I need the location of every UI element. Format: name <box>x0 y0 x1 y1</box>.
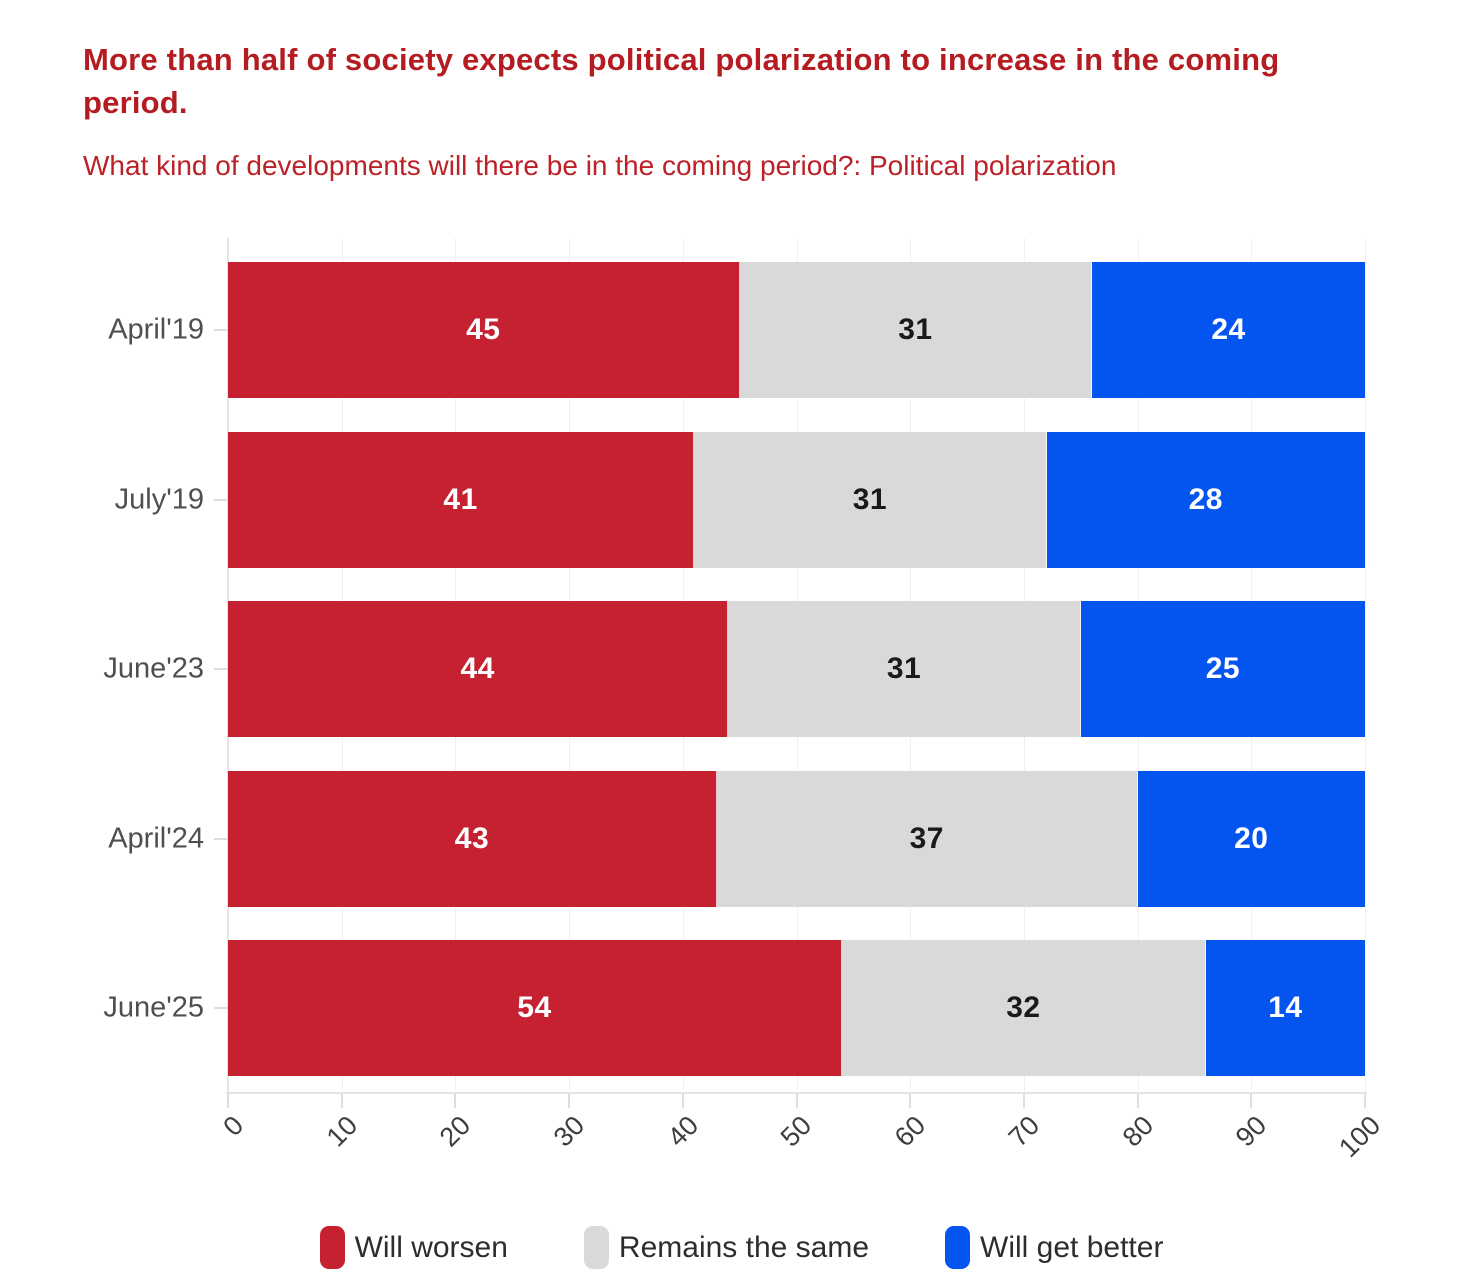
bar-row-june-25: 54 32 14 <box>228 940 1365 1076</box>
bar-segment-will-worsen: 44 <box>228 601 729 737</box>
bar-value-label: 28 <box>1188 483 1223 516</box>
bar-value-label: 45 <box>466 313 501 346</box>
gridline <box>1365 238 1366 1092</box>
legend-label: Will worsen <box>354 1230 508 1264</box>
legend-item-will-get-better: Will get better <box>945 1226 1163 1269</box>
x-tick-label: 10 <box>320 1110 363 1153</box>
bar-segment-remains-the-same: 31 <box>739 262 1093 398</box>
category-label-april-19: April'19 <box>108 313 204 346</box>
x-tick <box>1364 1094 1366 1108</box>
x-tick-label: 20 <box>434 1110 477 1153</box>
bar-segment-remains-the-same: 31 <box>728 601 1081 737</box>
x-tick <box>681 1094 684 1108</box>
bar-row-april-19: 45 31 24 <box>228 262 1365 398</box>
bar-segment-remains-the-same: 31 <box>694 432 1047 568</box>
legend-label: Remains the same <box>618 1230 870 1264</box>
bar-row-june-23: 44 31 25 <box>228 601 1365 737</box>
bar-value-label: 44 <box>460 652 495 685</box>
bar-row-april-24: 43 37 20 <box>228 771 1365 907</box>
y-tick <box>214 329 228 331</box>
bar-value-label: 41 <box>443 483 478 516</box>
bar-segment-remains-the-same: 37 <box>716 771 1138 907</box>
bar-segment-will-worsen: 41 <box>228 432 695 568</box>
category-label-july-19: July'19 <box>114 483 204 516</box>
bar-segment-will-get-better: 25 <box>1080 601 1365 737</box>
bar-value-label: 31 <box>852 483 888 516</box>
bar-row-july-19: 41 31 28 <box>228 432 1365 568</box>
x-tick-label: 90 <box>1230 1110 1273 1153</box>
y-tick <box>214 1007 228 1009</box>
x-axis-line <box>226 1092 1367 1094</box>
y-tick <box>214 499 228 501</box>
x-tick <box>568 1094 571 1108</box>
x-tick <box>340 1094 343 1108</box>
bar-value-label: 14 <box>1268 991 1303 1024</box>
category-label-june-23: June'23 <box>103 652 204 685</box>
x-tick-label: 0 <box>217 1110 250 1142</box>
bar-value-label: 54 <box>517 991 552 1024</box>
x-tick <box>909 1094 912 1108</box>
x-tick <box>1022 1094 1025 1108</box>
chart-subtitle: What kind of developments will there be … <box>83 150 1117 181</box>
legend-item-remains-the-same: Remains the same <box>583 1226 870 1269</box>
bar-segment-will-worsen: 54 <box>228 940 842 1076</box>
bar-segment-will-get-better: 20 <box>1137 771 1365 907</box>
bar-segment-will-get-better: 24 <box>1092 262 1365 398</box>
bar-segment-will-worsen: 43 <box>228 771 717 907</box>
bar-segment-remains-the-same: 32 <box>841 940 1206 1076</box>
legend-swatch-will-worsen <box>319 1226 345 1269</box>
bar-value-label: 24 <box>1211 313 1246 346</box>
bar-value-label: 43 <box>454 822 490 855</box>
bar-segment-will-get-better: 14 <box>1205 940 1365 1076</box>
x-tick-label: 80 <box>1116 1110 1159 1153</box>
x-tick-label: 100 <box>1333 1110 1387 1164</box>
x-tick <box>795 1094 798 1108</box>
bar-value-label: 20 <box>1234 822 1269 855</box>
x-tick <box>454 1094 457 1108</box>
y-tick <box>214 668 228 670</box>
chart-title: More than half of society expects politi… <box>83 42 1280 120</box>
x-tick <box>1250 1094 1253 1108</box>
category-label-june-25: June'25 <box>103 991 204 1024</box>
legend: Will worsen Remains the same Will get bett… <box>0 1226 1483 1269</box>
x-tick-label: 60 <box>888 1110 932 1153</box>
x-tick-label: 30 <box>547 1110 591 1153</box>
legend-swatch-remains-the-same <box>583 1226 609 1269</box>
bar-value-label: 31 <box>886 652 922 685</box>
legend-label: Will get better <box>980 1230 1164 1264</box>
y-tick <box>214 838 228 840</box>
x-tick-label: 50 <box>775 1110 818 1153</box>
legend-item-will-worsen: Will worsen <box>319 1226 508 1269</box>
bar-segment-will-worsen: 45 <box>228 262 740 398</box>
bar-value-label: 31 <box>898 313 933 346</box>
legend-swatch-will-get-better <box>945 1226 971 1269</box>
plot-area: 0 10 20 30 40 50 60 70 80 90 100 45 31 24 April'19 41 31… <box>103 238 1386 1163</box>
x-tick <box>227 1094 229 1108</box>
x-tick-label: 70 <box>1002 1110 1046 1153</box>
x-tick <box>1136 1094 1139 1108</box>
bar-segment-will-get-better: 28 <box>1046 432 1365 568</box>
bar-value-label: 37 <box>909 822 944 855</box>
bar-value-label: 25 <box>1205 652 1241 685</box>
x-tick-label: 40 <box>661 1110 705 1153</box>
category-label-april-24: April'24 <box>108 822 204 855</box>
bar-value-label: 32 <box>1006 991 1041 1024</box>
